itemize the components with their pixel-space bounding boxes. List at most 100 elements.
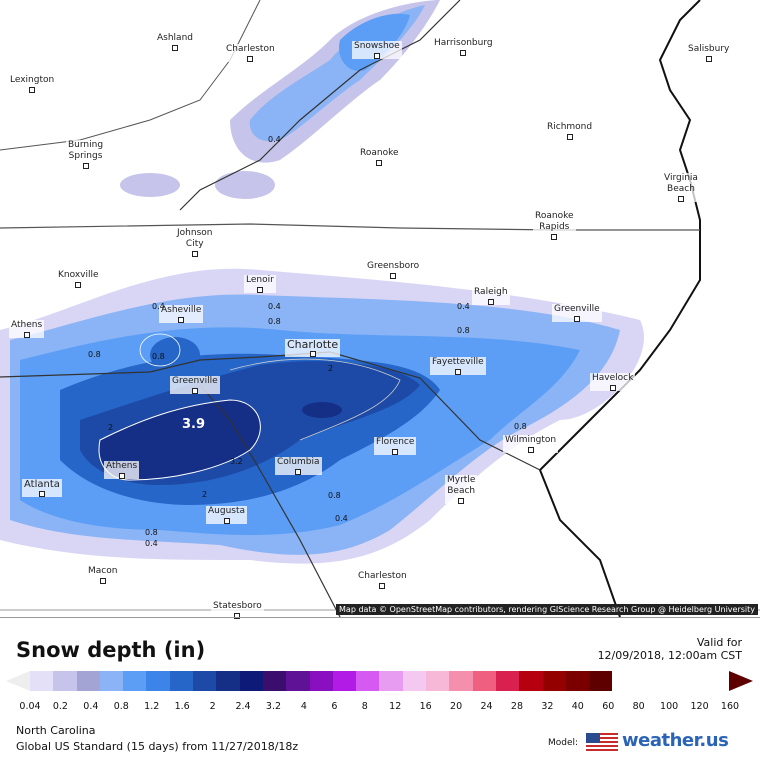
contour-label: 0.4 <box>268 135 281 144</box>
city-label: Greensboro <box>365 261 422 279</box>
contour-label: 0.8 <box>88 350 101 359</box>
city-marker-icon <box>309 351 316 357</box>
city-label: Charlotte <box>285 339 341 357</box>
city-label: Augusta <box>206 506 248 524</box>
city-name: Snowshoe <box>354 41 400 51</box>
city-label: Lexington <box>8 75 57 93</box>
colorbar-swatch <box>239 671 263 691</box>
colorbar-swatch <box>542 671 566 691</box>
city-name: Columbia <box>277 457 320 467</box>
weather-us-logo[interactable]: weather.us <box>622 730 729 751</box>
colorbar-min-arrow-icon <box>6 671 30 691</box>
colorbar-swatch <box>76 671 100 691</box>
city-name: Raleigh <box>474 287 508 297</box>
city-label: Roanoke <box>358 148 401 166</box>
city-marker-icon <box>705 56 712 62</box>
city-label: Myrtle Beach <box>445 475 478 504</box>
model-label: Model: <box>548 738 579 748</box>
city-marker-icon <box>256 287 263 293</box>
colorbar-tick-label: 4 <box>300 701 307 712</box>
city-name: Havelock <box>592 373 634 383</box>
colorbar-swatch <box>356 671 380 691</box>
city-name: Athens <box>11 320 43 330</box>
us-flag-icon <box>586 733 618 751</box>
contour-label: 0.8 <box>514 422 527 431</box>
city-marker-icon <box>373 53 380 59</box>
legend-title: Snow depth (in) <box>16 638 206 662</box>
city-label: Greenville <box>552 304 602 322</box>
region-label: North Carolina <box>16 724 96 737</box>
city-marker-icon <box>392 449 399 455</box>
city-label: Virginia Beach <box>662 173 700 202</box>
city-name: Wilmington <box>505 435 557 445</box>
city-label: Atlanta <box>22 479 62 497</box>
city-label: Lenoir <box>244 275 276 293</box>
city-name: Knoxville <box>58 270 99 280</box>
colorbar-swatch <box>426 671 450 691</box>
city-label: Charleston <box>224 44 277 62</box>
city-label: Asheville <box>159 305 204 323</box>
city-marker-icon <box>376 160 383 166</box>
city-marker-icon <box>234 613 241 619</box>
city-label: Fayetteville <box>430 357 486 375</box>
colorbar-swatch <box>589 671 613 691</box>
colorbar-swatch <box>99 671 124 691</box>
city-marker-icon <box>171 45 178 51</box>
colorbar-tick-label: 32 <box>541 701 554 712</box>
colorbar-tick-label: 120 <box>690 701 709 712</box>
city-marker-icon <box>487 299 494 305</box>
colorbar-swatch <box>216 671 240 691</box>
city-label: Raleigh <box>472 287 510 305</box>
map-attribution: Map data © OpenStreetMap contributors, r… <box>336 604 758 615</box>
legend-panel: Snow depth (in) Valid for 12/09/2018, 12… <box>0 617 760 761</box>
city-marker-icon <box>82 163 89 169</box>
city-name: Roanoke Rapids <box>535 211 574 232</box>
city-label: Athens <box>9 320 45 338</box>
contour-label: 3.2 <box>230 457 243 466</box>
colorbar-tick-label: 2.4 <box>235 701 251 712</box>
city-name: Myrtle Beach <box>447 475 476 496</box>
city-label: Richmond <box>545 122 595 140</box>
city-marker-icon <box>677 196 684 202</box>
city-name: Lenoir <box>246 275 274 285</box>
city-label: Salisbury <box>686 44 732 62</box>
city-marker-icon <box>247 56 254 62</box>
city-label: Havelock <box>590 373 636 391</box>
colorbar-tick-label: 12 <box>389 701 402 712</box>
contour-label: 0.4 <box>268 302 281 311</box>
colorbar-tick-label: 100 <box>660 701 679 712</box>
colorbar-swatch <box>402 671 427 691</box>
max-value-label: 3.9 <box>182 417 206 432</box>
city-label: Ashland <box>155 33 195 51</box>
city-marker-icon <box>454 369 461 375</box>
colorbar-tick-label: 80 <box>632 701 645 712</box>
model-run-label: Global US Standard (15 days) from 11/27/… <box>16 740 299 753</box>
city-name: Virginia Beach <box>664 173 698 194</box>
colorbar-swatch <box>332 671 357 691</box>
city-marker-icon <box>295 469 302 475</box>
city-name: Greenville <box>554 304 600 314</box>
valid-label: Valid for <box>696 636 742 649</box>
city-label: Snowshoe <box>352 41 402 59</box>
city-name: Harrisonburg <box>434 38 493 48</box>
city-label: Wilmington <box>503 435 559 453</box>
colorbar-tick-label: 20 <box>450 701 463 712</box>
city-label: Athens <box>104 461 140 479</box>
contour-label: 0.4 <box>335 514 348 523</box>
colorbar-swatch <box>169 671 194 691</box>
contour-label: 2 <box>328 364 334 373</box>
colorbar-swatch <box>472 671 496 691</box>
colorbar-swatch <box>30 671 54 691</box>
city-marker-icon <box>99 578 106 584</box>
city-name: Augusta <box>208 506 246 516</box>
city-label: Macon <box>86 566 120 584</box>
contour-label: 0.8 <box>152 352 165 361</box>
city-name: Salisbury <box>688 44 730 54</box>
contour-label: 0.8 <box>268 317 281 326</box>
colorbar-max-arrow-icon <box>729 671 753 691</box>
colorbar-tick-label: 40 <box>571 701 584 712</box>
city-marker-icon <box>609 385 616 391</box>
city-label: Roanoke Rapids <box>533 211 576 240</box>
snow-depth-map[interactable]: Ashland Charleston Snowshoe Harrisonburg… <box>0 0 760 619</box>
city-marker-icon <box>223 518 230 524</box>
